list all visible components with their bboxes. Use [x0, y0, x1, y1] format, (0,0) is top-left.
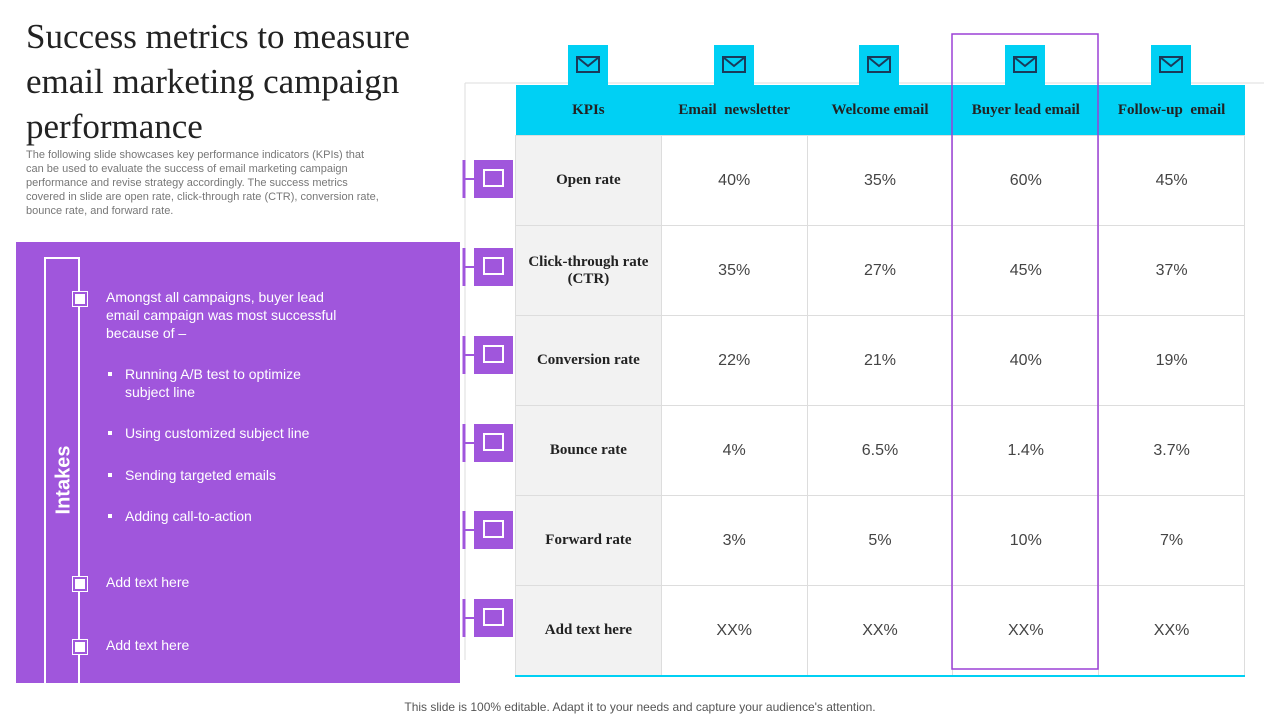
cell: 10%: [952, 495, 1100, 586]
header-cell: KPIs: [515, 85, 662, 136]
header-cell: Follow-up email: [1098, 85, 1245, 136]
icon-glyph: [483, 257, 504, 275]
title: Success metrics to measure email marketi…: [26, 17, 410, 146]
icon-glyph: [483, 345, 504, 363]
cell: 35%: [660, 225, 808, 316]
row-icon: [474, 336, 513, 374]
row: Add text here XX% XX% XX% XX%: [515, 585, 1245, 677]
cell: 3%: [660, 495, 808, 586]
cell: 37%: [1098, 225, 1245, 316]
icon-glyph: [483, 433, 504, 451]
cell: 40%: [952, 315, 1100, 406]
row: Conversion rate 22% 21% 40% 19%: [515, 315, 1245, 406]
cell: XX%: [952, 585, 1100, 677]
table: KPIs Email newsletter Welcome email Buyer l…: [515, 85, 1245, 677]
cell: Click-through rate (CTR): [515, 225, 662, 316]
cell: XX%: [806, 585, 954, 677]
icon-glyph: [576, 56, 600, 68]
header-cell: Email newsletter: [661, 85, 808, 136]
cell: Bounce rate: [515, 405, 662, 496]
cell: 7%: [1098, 495, 1245, 586]
icon-glyph: [1159, 56, 1183, 68]
icon-glyph: [722, 56, 746, 68]
icon-glyph: [1159, 56, 1183, 73]
bullet-dot: [108, 473, 112, 477]
row-icon: [474, 599, 513, 637]
bullet-text: Using customized subject line: [125, 425, 310, 441]
icon-glyph: [483, 608, 504, 626]
item-marker: [72, 576, 88, 592]
row-icon: [474, 424, 513, 462]
item-marker: [72, 639, 88, 655]
icon-glyph: [1013, 56, 1037, 68]
cell: 45%: [1098, 135, 1245, 226]
item-text: Add text here: [106, 637, 190, 653]
header-icon: [568, 45, 608, 85]
header-icon: [859, 45, 899, 85]
row-icon: [474, 511, 513, 549]
cell: Add text here: [515, 585, 662, 677]
cell: 45%: [952, 225, 1100, 316]
item-text: Amongst all campaigns, buyer lead email …: [106, 289, 337, 341]
cell: XX%: [1098, 585, 1245, 677]
icon-glyph: [867, 56, 891, 73]
cell: Conversion rate: [515, 315, 662, 406]
icon-glyph: [576, 56, 600, 73]
cell: 6.5%: [806, 405, 954, 496]
frame: [44, 257, 80, 683]
cell: Forward rate: [515, 495, 662, 586]
cell: 60%: [952, 135, 1100, 226]
cell: Open rate: [515, 135, 662, 226]
cell: 35%: [806, 135, 954, 226]
cell: 1.4%: [952, 405, 1100, 496]
icon-glyph: [722, 56, 746, 73]
cell: 3.7%: [1098, 405, 1245, 496]
cell: 22%: [660, 315, 808, 406]
cell: 19%: [1098, 315, 1245, 406]
item-text: Add text here: [106, 574, 190, 590]
footer: This slide is 100% editable. Adapt it to…: [404, 700, 876, 714]
cell: 27%: [806, 225, 954, 316]
cell: 5%: [806, 495, 954, 586]
panel-label: Intakes: [52, 445, 75, 515]
bullet-text: Sending targeted emails: [125, 467, 276, 483]
description: The following slide showcases key perfor…: [26, 149, 379, 217]
cell: 21%: [806, 315, 954, 406]
row: Click-through rate (CTR) 35% 27% 45% 37%: [515, 225, 1245, 316]
row-icon: [474, 248, 513, 286]
row: Forward rate 3% 5% 10% 7%: [515, 495, 1245, 586]
cell: XX%: [660, 585, 808, 677]
header-cell: Buyer lead email: [952, 85, 1099, 136]
cell: 40%: [660, 135, 808, 226]
header-icon: [714, 45, 754, 85]
row: Bounce rate 4% 6.5% 1.4% 3.7%: [515, 405, 1245, 496]
item-marker: [72, 291, 88, 307]
panel: [16, 242, 460, 683]
row: Open rate 40% 35% 60% 45%: [515, 135, 1245, 226]
bullet-dot: [108, 514, 112, 518]
icon-glyph: [867, 56, 891, 68]
icon-glyph: [1013, 56, 1037, 73]
cell: 4%: [660, 405, 808, 496]
icon-glyph: [483, 520, 504, 538]
row-icon: [474, 160, 513, 198]
bullet-dot: [108, 431, 112, 435]
bullet-dot: [108, 372, 112, 376]
header-icon: [1005, 45, 1045, 85]
icon-glyph: [483, 169, 504, 187]
bullet-text: Adding call-to-action: [125, 508, 252, 524]
header-cell: Welcome email: [807, 85, 953, 136]
header-icon: [1151, 45, 1191, 85]
bullet-text: Running A/B test to optimize subject lin…: [125, 366, 301, 400]
